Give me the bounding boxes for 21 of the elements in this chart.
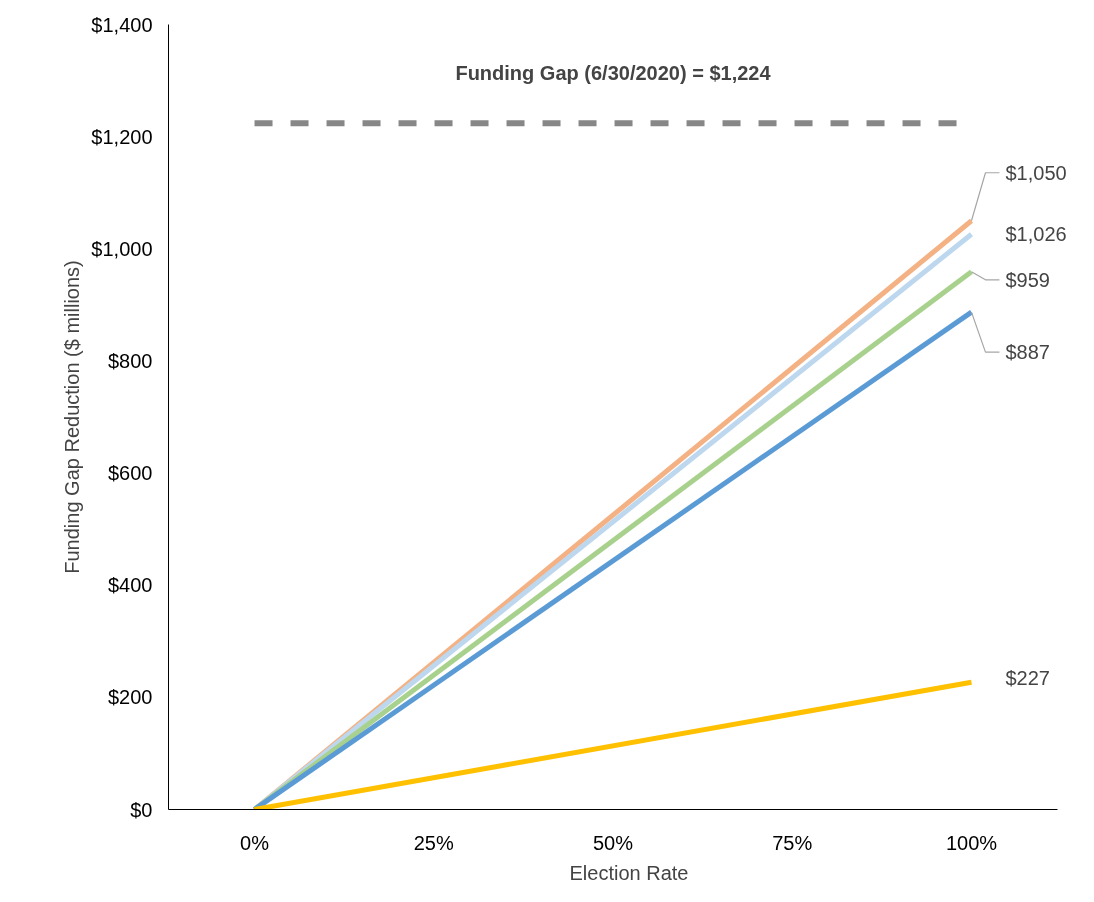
x-axis-title: Election Rate <box>569 861 689 884</box>
x-tick-label: 100% <box>945 831 998 854</box>
y-tick-label: $200 <box>108 686 153 709</box>
ref-line-label: Funding Gap (6/30/2020) = $1,224 <box>455 62 772 85</box>
x-tick-label: 50% <box>592 831 634 854</box>
y-tick-label: $400 <box>108 574 153 597</box>
y-tick-label: $600 <box>108 462 153 485</box>
data-label: $1,050 <box>1005 161 1067 184</box>
x-tick-label: 0% <box>240 831 270 854</box>
y-tick-label: $1,000 <box>91 237 153 260</box>
y-tick-label: $1,200 <box>91 125 153 148</box>
x-tick-label: 75% <box>772 831 813 854</box>
y-axis-title: Funding Gap Reduction ($ millions) <box>61 260 84 574</box>
data-label: $1,026 <box>1005 223 1067 246</box>
x-tick-label: 25% <box>413 831 454 854</box>
y-tick-label: $0 <box>130 798 153 821</box>
data-label: $887 <box>1005 341 1050 364</box>
data-label: $227 <box>1005 667 1050 690</box>
data-label: $959 <box>1005 268 1050 291</box>
y-tick-label: $1,400 <box>91 13 153 36</box>
y-tick-label: $800 <box>108 349 153 372</box>
